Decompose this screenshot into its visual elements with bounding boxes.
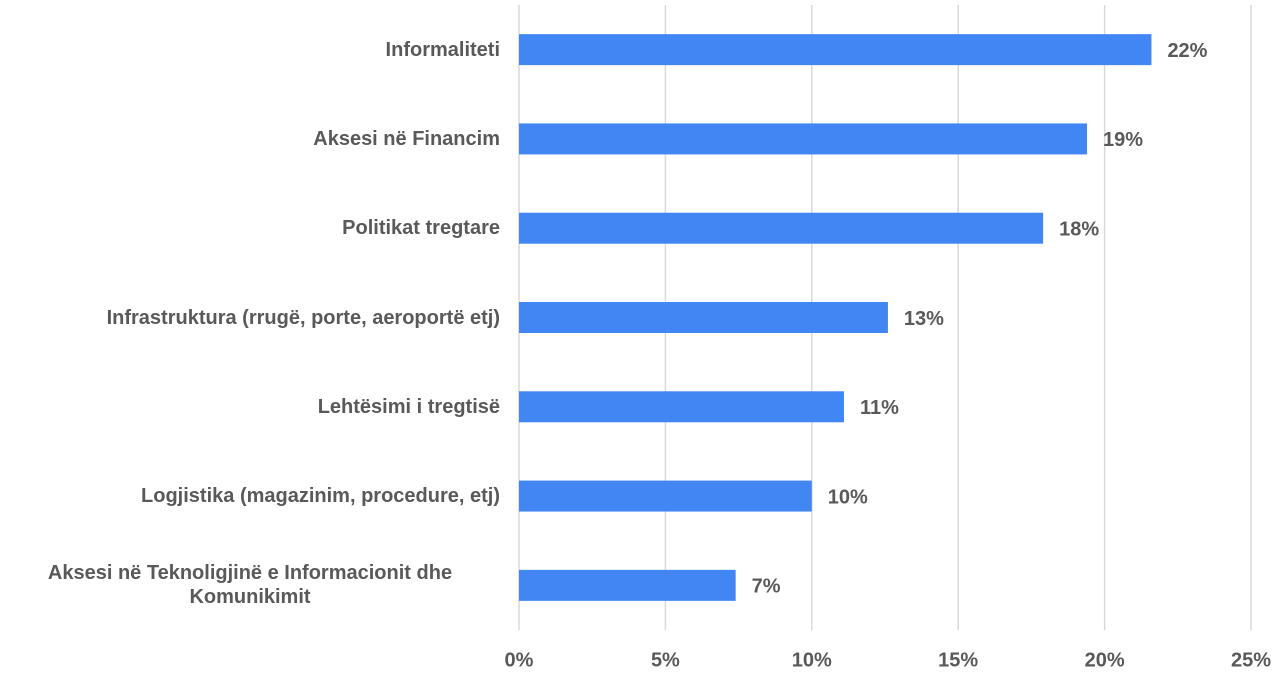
data-label: 22% — [1167, 40, 1207, 62]
category-label: Infrastruktura (rrugë, porte, aeroportë … — [0, 306, 500, 330]
x-tick-label: 10% — [792, 649, 832, 671]
bar — [519, 302, 888, 333]
category-label: Lehtësimi i tregtisë — [0, 395, 500, 419]
bar — [519, 569, 736, 601]
category-text: Infrastruktura (rrugë, porte, aeroportë … — [106, 306, 500, 329]
category-text: Informaliteti — [385, 38, 500, 61]
x-tick-label: 5% — [651, 649, 680, 671]
x-tick-label: 0% — [505, 649, 534, 671]
category-text: Aksesi në Teknoligjinë e Informacionit d… — [47, 562, 453, 609]
data-label: 13% — [904, 308, 944, 330]
category-label: Aksesi në Teknoligjinë e Informacionit d… — [0, 561, 500, 609]
category-label: Informaliteti — [0, 38, 500, 62]
category-label: Logjistika (magazinim, procedure, etj) — [0, 484, 500, 508]
x-tick-label: 25% — [1231, 649, 1271, 671]
category-text: Logjistika (magazinim, procedure, etj) — [141, 485, 500, 508]
bar — [519, 34, 1152, 66]
bar — [519, 123, 1088, 155]
category-label: Aksesi në Financim — [0, 127, 500, 151]
data-label: 11% — [860, 397, 899, 419]
category-text: Politikat tregtare — [342, 217, 500, 240]
data-label: 10% — [828, 486, 868, 508]
bar — [519, 391, 845, 423]
category-text: Lehtësimi i tregtisë — [317, 395, 500, 418]
data-label: 19% — [1103, 129, 1143, 151]
x-tick-label: 15% — [938, 649, 978, 671]
category-text: Aksesi në Financim — [313, 127, 500, 150]
data-label: 7% — [752, 576, 781, 598]
bar — [519, 480, 812, 512]
data-label: 18% — [1059, 218, 1099, 240]
bar — [519, 212, 1044, 244]
x-tick-label: 20% — [1085, 649, 1125, 671]
category-label: Politikat tregtare — [0, 216, 500, 240]
